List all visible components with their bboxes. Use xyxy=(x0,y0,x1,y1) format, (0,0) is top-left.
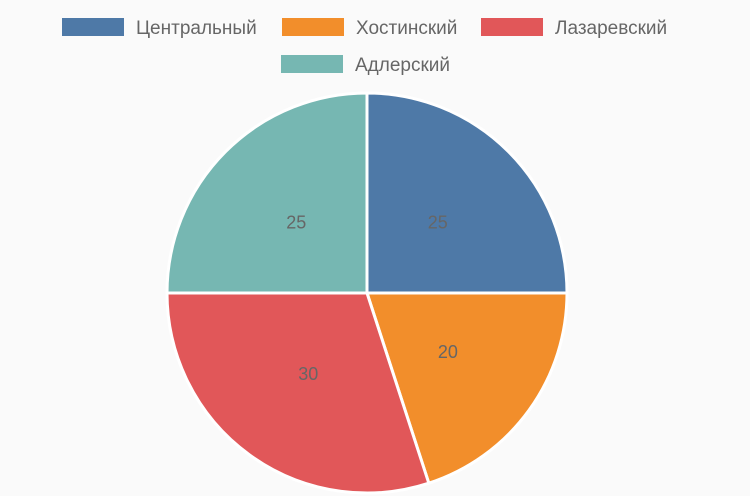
pie-slices xyxy=(165,91,569,495)
legend: Центральный Хостинский Лазаревский Адлерски… xyxy=(62,18,667,76)
slice-value-label-1: 20 xyxy=(438,342,458,362)
legend-swatch-1[interactable] xyxy=(282,18,344,36)
slice-labels: 25 20 30 25 xyxy=(286,212,458,384)
legend-label-0[interactable]: Центральный xyxy=(136,18,257,39)
slice-value-label-0: 25 xyxy=(428,212,448,232)
legend-swatch-2[interactable] xyxy=(481,18,543,36)
legend-label-2[interactable]: Лазаревский xyxy=(555,18,667,39)
legend-swatch-3[interactable] xyxy=(281,55,343,73)
legend-label-3[interactable]: Адлерский xyxy=(355,55,450,76)
pie-slice-0[interactable] xyxy=(365,91,569,295)
pie-slice-1[interactable] xyxy=(364,291,569,486)
pie-slice-3[interactable] xyxy=(165,91,369,295)
legend-label-1[interactable]: Хостинский xyxy=(356,18,457,39)
pie-slice-2[interactable] xyxy=(165,291,431,495)
slice-value-label-2: 30 xyxy=(298,364,318,384)
legend-swatch-0[interactable] xyxy=(62,18,124,36)
slice-value-label-3: 25 xyxy=(286,212,306,232)
